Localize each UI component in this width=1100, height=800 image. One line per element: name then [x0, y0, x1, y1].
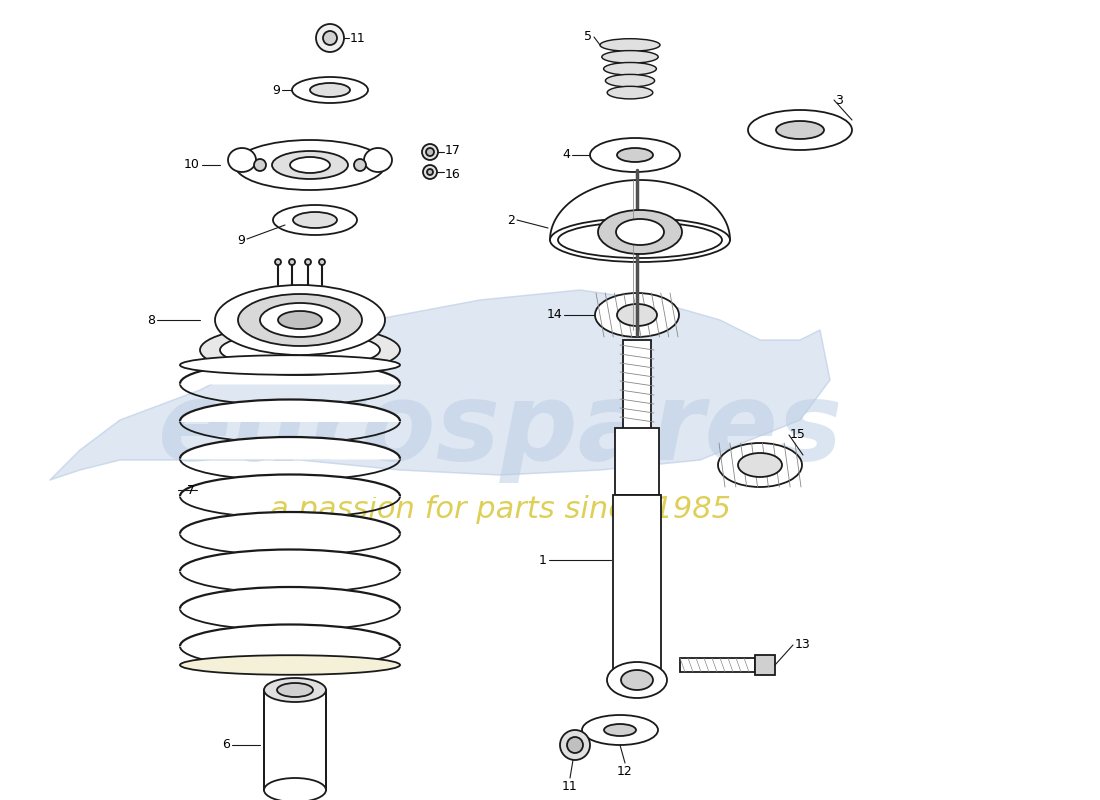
Text: 5: 5: [584, 30, 592, 43]
Polygon shape: [180, 399, 400, 422]
Ellipse shape: [558, 222, 722, 258]
Ellipse shape: [550, 218, 730, 262]
Ellipse shape: [264, 778, 326, 800]
Bar: [623, 340, 651, 430]
Ellipse shape: [582, 715, 658, 745]
Ellipse shape: [228, 148, 256, 172]
Ellipse shape: [310, 83, 350, 97]
Ellipse shape: [238, 294, 362, 346]
Text: 1: 1: [539, 554, 547, 566]
Text: 12: 12: [617, 765, 632, 778]
Bar: [615, 428, 659, 495]
Ellipse shape: [180, 355, 400, 374]
Polygon shape: [180, 625, 400, 646]
Ellipse shape: [200, 325, 400, 375]
Ellipse shape: [617, 148, 653, 162]
Circle shape: [422, 144, 438, 160]
Bar: [755, 655, 775, 675]
Polygon shape: [180, 512, 400, 534]
Ellipse shape: [590, 138, 680, 172]
Ellipse shape: [264, 678, 326, 702]
Ellipse shape: [364, 148, 392, 172]
Text: 4: 4: [562, 149, 570, 162]
Polygon shape: [550, 180, 730, 240]
Circle shape: [560, 730, 590, 760]
Ellipse shape: [602, 50, 658, 63]
Text: 11: 11: [350, 31, 365, 45]
Ellipse shape: [278, 311, 322, 329]
Text: a passion for parts since 1985: a passion for parts since 1985: [270, 495, 730, 525]
Polygon shape: [50, 290, 830, 480]
Text: 16: 16: [446, 167, 461, 181]
Circle shape: [427, 169, 433, 175]
Ellipse shape: [776, 121, 824, 139]
Circle shape: [275, 259, 280, 265]
Ellipse shape: [272, 151, 348, 179]
Ellipse shape: [604, 62, 657, 75]
Text: 8: 8: [147, 314, 155, 326]
Ellipse shape: [277, 683, 313, 697]
Text: 2: 2: [507, 214, 515, 226]
Ellipse shape: [180, 655, 400, 674]
Text: 9: 9: [238, 234, 245, 246]
Text: 11: 11: [562, 780, 578, 793]
Text: eurospares: eurospares: [157, 377, 843, 483]
Ellipse shape: [235, 140, 385, 190]
Ellipse shape: [605, 74, 654, 87]
Ellipse shape: [604, 724, 636, 736]
Text: 7: 7: [187, 483, 195, 497]
Polygon shape: [180, 474, 400, 496]
Text: 15: 15: [790, 429, 806, 442]
Ellipse shape: [607, 662, 667, 698]
Text: 6: 6: [222, 738, 230, 751]
Bar: [264, 690, 326, 790]
Circle shape: [323, 31, 337, 45]
Circle shape: [254, 159, 266, 171]
Polygon shape: [180, 587, 400, 609]
Ellipse shape: [617, 304, 657, 326]
Ellipse shape: [718, 443, 802, 487]
Ellipse shape: [738, 453, 782, 477]
Circle shape: [566, 737, 583, 753]
Ellipse shape: [273, 205, 358, 235]
Ellipse shape: [616, 219, 664, 245]
Ellipse shape: [621, 670, 653, 690]
Ellipse shape: [260, 303, 340, 337]
Ellipse shape: [748, 110, 852, 150]
Ellipse shape: [292, 77, 368, 103]
Bar: [613, 495, 661, 670]
Circle shape: [289, 259, 295, 265]
Polygon shape: [180, 437, 400, 458]
Circle shape: [316, 24, 344, 52]
Polygon shape: [180, 550, 400, 571]
Circle shape: [305, 259, 311, 265]
Ellipse shape: [293, 212, 337, 228]
Circle shape: [354, 159, 366, 171]
Ellipse shape: [607, 86, 652, 99]
Ellipse shape: [600, 38, 660, 51]
Ellipse shape: [595, 293, 679, 337]
Text: 3: 3: [835, 94, 843, 106]
Text: 14: 14: [547, 309, 562, 322]
Text: 10: 10: [184, 158, 200, 171]
Ellipse shape: [598, 210, 682, 254]
Circle shape: [426, 148, 434, 156]
Text: 13: 13: [795, 638, 811, 651]
Circle shape: [319, 259, 324, 265]
Ellipse shape: [220, 332, 380, 368]
Ellipse shape: [214, 285, 385, 355]
Circle shape: [424, 165, 437, 179]
Polygon shape: [180, 362, 400, 384]
Bar: [680, 658, 755, 672]
Text: 17: 17: [446, 143, 461, 157]
Text: 9: 9: [272, 83, 280, 97]
Ellipse shape: [290, 157, 330, 173]
